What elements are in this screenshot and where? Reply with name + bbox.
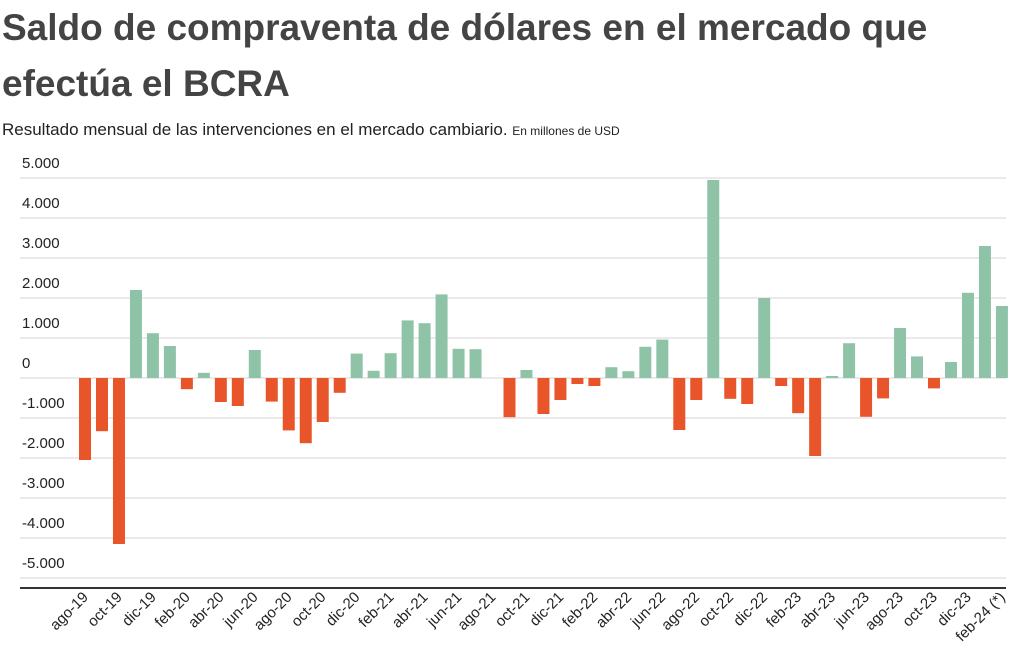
y-tick-label: 1.000 [22, 315, 60, 332]
x-tick-label: dic-22 [730, 589, 771, 630]
x-tick-label: dic-21 [526, 589, 567, 630]
bar [978, 246, 991, 378]
y-tick-label: 0 [22, 355, 30, 372]
x-tick-label: oct-19 [84, 589, 126, 631]
bar [639, 346, 652, 378]
bar [163, 346, 176, 378]
bar [435, 294, 448, 378]
bar [129, 290, 142, 378]
x-tick-label: dic-20 [323, 589, 364, 630]
y-tick-label: -2.000 [22, 435, 65, 452]
x-tick-label: abr-22 [593, 589, 636, 632]
bar [333, 378, 346, 393]
bar [673, 378, 686, 430]
bar [554, 378, 567, 400]
bar [316, 378, 329, 422]
bar [995, 306, 1008, 378]
unit-note: En millones de USD [512, 124, 620, 138]
y-tick-label: 4.000 [22, 195, 60, 212]
bar [146, 333, 159, 378]
x-tick-label: feb-23 [763, 589, 805, 631]
bar [690, 378, 703, 400]
bar [707, 180, 720, 378]
bar [605, 367, 618, 378]
y-tick-label: -3.000 [22, 475, 65, 492]
bar [180, 378, 193, 390]
subtitle-block: Resultado mensual de las intervenciones … [2, 120, 620, 140]
bar [843, 343, 856, 378]
bar [350, 353, 363, 378]
bar [758, 298, 771, 378]
x-tick-label: oct-23 [899, 589, 941, 631]
bar [384, 353, 397, 378]
x-tick-label: abr-23 [796, 589, 839, 632]
bar [860, 378, 873, 417]
bar [656, 339, 669, 378]
bar [469, 349, 482, 378]
x-tick-label: feb-21 [355, 589, 397, 631]
x-tick-label: oct-21 [492, 589, 534, 631]
y-tick-label: 3.000 [22, 235, 60, 252]
subtitle: Resultado mensual de las intervenciones … [2, 120, 508, 139]
bar [826, 376, 839, 378]
y-tick-label: -5.000 [22, 555, 65, 572]
x-tick-label: oct-22 [696, 589, 738, 631]
bar [418, 323, 431, 378]
x-tick-label: feb-22 [559, 589, 601, 631]
y-tick-label: 2.000 [22, 275, 60, 292]
bar [622, 371, 635, 378]
bar [894, 328, 907, 378]
x-tick-label: abr-21 [389, 589, 432, 632]
y-tick-label: -1.000 [22, 395, 65, 412]
bar [367, 370, 380, 378]
bar [452, 348, 465, 378]
bar [775, 378, 788, 386]
x-tick-label: ago-19 [47, 589, 92, 634]
bar [197, 372, 210, 378]
bar [231, 378, 244, 406]
bar [248, 350, 261, 378]
bar [95, 378, 108, 432]
bar [809, 378, 822, 456]
bar [724, 378, 737, 399]
x-tick-label: abr-20 [185, 589, 228, 632]
bar [911, 356, 924, 378]
bar [79, 378, 91, 460]
bar [571, 378, 584, 384]
bar [961, 292, 974, 378]
x-tick-label: ago-21 [454, 589, 499, 634]
bar [401, 320, 414, 378]
bar [299, 378, 312, 444]
bar [282, 378, 295, 431]
chart-title: Saldo de compraventa de dólares en el me… [2, 7, 928, 104]
x-tick-label: ago-22 [658, 589, 703, 634]
x-tick-label: dic-19 [119, 589, 160, 630]
bar [112, 378, 125, 544]
x-tick-label: feb-20 [152, 589, 194, 631]
bar [588, 378, 601, 386]
bar [537, 378, 550, 414]
bar [944, 362, 957, 378]
bar [265, 378, 278, 402]
x-tick-label: ago-20 [251, 589, 296, 634]
x-tick-label: oct-20 [288, 589, 330, 631]
bar [741, 378, 754, 404]
bar [214, 378, 227, 402]
bar [792, 378, 805, 414]
x-tick-label: ago-23 [862, 589, 907, 634]
bar [928, 378, 940, 389]
bar [520, 370, 533, 378]
bar [503, 378, 516, 418]
y-tick-label: -4.000 [22, 515, 65, 532]
bar [877, 378, 890, 399]
y-tick-label: 5.000 [22, 155, 60, 172]
